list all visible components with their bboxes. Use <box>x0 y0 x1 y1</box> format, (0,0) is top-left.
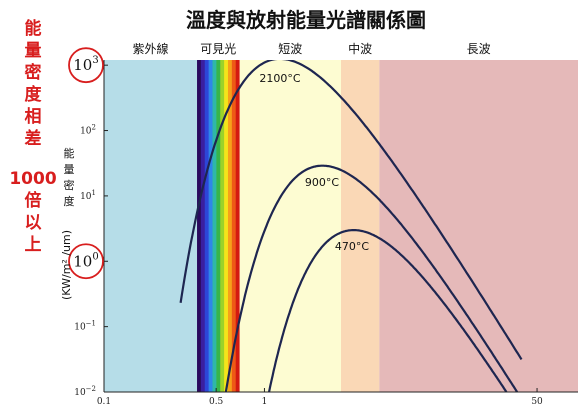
side-note-char: 上 <box>25 235 42 255</box>
band-4 <box>379 60 578 392</box>
series-label: 900°C <box>305 176 339 189</box>
y-tick-label: 102 <box>80 124 96 137</box>
side-note-char: 能 <box>25 18 42 39</box>
x-tick-label: 0.5 <box>209 397 224 407</box>
y-tick-exp: 1 <box>92 189 96 197</box>
band-label: 中波 <box>348 41 372 56</box>
series-line-1 <box>224 164 519 392</box>
series-curves <box>179 60 523 392</box>
y-axis-label: (KW/m² /um) <box>60 230 73 300</box>
band-label: 短波 <box>278 42 302 56</box>
side-note-char: 量 <box>25 40 42 61</box>
side-note-char: 差 <box>25 128 42 149</box>
y-tick-exp: −1 <box>86 320 96 328</box>
visible-spectrum-stripe <box>220 60 225 392</box>
y-tick-label: 10−2 <box>74 385 96 398</box>
band-0 <box>104 60 198 392</box>
side-note-char: 密 <box>25 62 42 83</box>
visible-spectrum-stripe <box>231 60 237 392</box>
band-label: 紫外線 <box>133 41 169 56</box>
x-tick-label: 1 <box>262 397 268 407</box>
y-axis-label-char: 量 <box>64 163 75 176</box>
side-note-char: 度 <box>25 84 43 105</box>
visible-spectrum-stripe <box>208 60 214 392</box>
y-tick-label: 100 <box>68 243 104 280</box>
series-label: 2100°C <box>259 72 300 85</box>
y-tick-label: 101 <box>80 189 96 202</box>
y-axis-label-char: 密 <box>64 178 75 192</box>
y-tick-base: 102 <box>80 124 96 137</box>
band-3 <box>341 60 380 392</box>
visible-spectrum-stripe <box>212 60 217 392</box>
side-note-char: 倍 <box>25 190 42 211</box>
side-note-char: 1000 <box>9 169 56 189</box>
side-note-char: 相 <box>25 106 42 127</box>
band-label: 可見光 <box>200 42 236 56</box>
band-2 <box>239 60 341 392</box>
y-axis-label-char: 度 <box>64 194 75 208</box>
y-axis-label-char: 能 <box>64 146 75 160</box>
y-tick-exp: 3 <box>92 55 98 66</box>
y-tick-exp: 2 <box>92 124 96 132</box>
side-note-char: 以 <box>25 213 42 233</box>
visible-spectrum-stripe <box>235 60 241 392</box>
chart-title: 溫度與放射能量光譜關係圖 <box>186 8 426 32</box>
band-label: 長波 <box>467 42 491 56</box>
series-label: 470°C <box>335 240 369 253</box>
highlight-circle <box>68 243 104 280</box>
series-line-2 <box>267 229 508 392</box>
y-tick-base: 100 <box>73 251 98 270</box>
visible-spectrum-stripe <box>204 60 210 392</box>
visible-spectrum-stripe <box>216 60 221 392</box>
x-tick-label: 50 <box>531 397 543 407</box>
y-tick-base: 10−2 <box>74 385 96 398</box>
visible-spectrum-stripe <box>224 60 229 392</box>
y-tick-exp: 0 <box>92 251 98 262</box>
series-line-0 <box>179 60 523 360</box>
y-tick-base: 103 <box>73 55 98 74</box>
y-tick-label: 10−1 <box>74 320 96 333</box>
y-tick-exp: −2 <box>86 385 96 393</box>
highlight-circle <box>68 47 104 84</box>
visible-spectrum-stripe <box>200 60 206 392</box>
y-tick-base: 10−1 <box>74 320 96 333</box>
x-tick-label: 0.1 <box>97 397 111 407</box>
y-tick-base: 101 <box>80 189 96 202</box>
visible-spectrum-stripe <box>227 60 233 392</box>
spectrum-bands: 紫外線 可見光 短波 中波 長波 <box>104 41 578 392</box>
visible-spectrum-stripe <box>197 60 202 392</box>
y-tick-label: 103 <box>68 47 104 84</box>
